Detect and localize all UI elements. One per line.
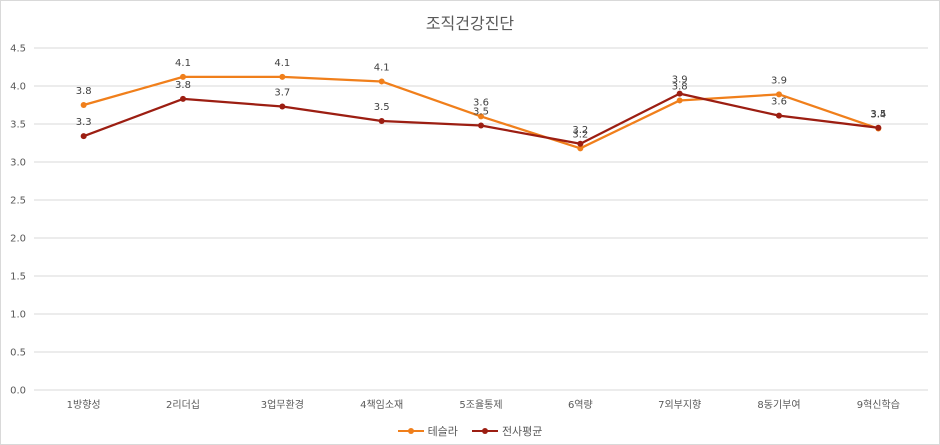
data-point (478, 122, 484, 129)
chart-title: 조직건강진단 (425, 14, 515, 33)
legend-swatch (471, 426, 498, 436)
x-tick-label: 9혁신학습 (857, 399, 900, 411)
y-tick-label: 2.0 (10, 234, 26, 245)
data-label: 3.4 (870, 110, 886, 121)
data-point (577, 145, 584, 152)
data-point (676, 90, 683, 97)
x-tick-label: 8동기부여 (757, 399, 800, 411)
data-label: 3.2 (572, 125, 588, 136)
y-tick-label: 3.0 (10, 158, 26, 169)
x-tick-label: 3업무환경 (261, 398, 304, 411)
data-label: 4.1 (374, 62, 390, 73)
data-point (478, 113, 484, 120)
x-tick-label: 5조율통제 (459, 399, 502, 411)
legend: 테슬라 전사평균 (0, 423, 940, 439)
data-point (180, 73, 186, 80)
y-tick-label: 1.0 (10, 310, 26, 321)
x-tick-label: 4책임소재 (360, 398, 403, 411)
x-tick-label: 6역량 (568, 399, 593, 411)
legend-item: 테슬라 (397, 423, 458, 439)
y-tick-label: 0.5 (10, 348, 26, 359)
y-tick-label: 2.5 (10, 196, 26, 207)
y-tick-label: 0.0 (10, 386, 26, 397)
data-label: 3.8 (672, 81, 688, 92)
y-tick-label: 1.5 (10, 272, 26, 283)
legend-swatch (397, 426, 424, 436)
x-tick-label: 1방향성 (67, 399, 101, 411)
legend-label: 전사평균 (501, 425, 543, 438)
series-lines (80, 73, 882, 152)
data-label: 3.6 (473, 97, 489, 108)
data-point (279, 73, 286, 80)
data-point (180, 95, 186, 102)
data-point (875, 124, 882, 131)
legend-label: 테슬라 (427, 425, 458, 438)
data-labels: 3.84.1 4.1 4.13.63.23.83.93.43.33.83.73.5 3… (76, 58, 887, 140)
legend-item: 전사평균 (471, 423, 543, 439)
data-point (80, 133, 87, 140)
y-axis: 0.0 0.5 1.0 1.5 2.0 2.5 3.0 3.5 4.0 4.5 (10, 44, 26, 397)
data-point (577, 140, 584, 147)
data-label: 3.5 (870, 109, 886, 120)
data-label: 4.1 (274, 58, 290, 69)
data-label: 3.9 (672, 75, 688, 86)
data-point (776, 112, 782, 119)
y-tick-label: 4.5 (10, 44, 26, 55)
data-label: 3.2 (572, 129, 588, 140)
data-label: 4.1 (175, 58, 191, 69)
data-point (378, 78, 385, 85)
x-tick-label: 2리더십 (166, 399, 200, 411)
data-point (676, 97, 683, 104)
data-point (378, 117, 385, 124)
data-point (776, 91, 782, 98)
data-label: 3.7 (274, 88, 290, 99)
data-label: 3.9 (771, 75, 787, 86)
data-point (279, 103, 286, 110)
data-label: 3.5 (473, 107, 489, 118)
data-label: 3.8 (76, 86, 92, 97)
y-tick-label: 4.0 (10, 82, 26, 93)
x-axis: 1방향성 2리더십 3업무환경 4책임소재 5조율통제 6역량 7외부지향 8동기부여 9혁신학… (67, 398, 900, 411)
data-label: 3.8 (175, 80, 191, 91)
x-tick-label: 7외부지향 (658, 399, 701, 411)
y-tick-label: 3.5 (10, 120, 26, 131)
data-label: 3.5 (374, 102, 390, 113)
data-point (80, 102, 87, 108)
data-label: 3.3 (76, 117, 92, 128)
data-label: 3.6 (771, 97, 787, 108)
